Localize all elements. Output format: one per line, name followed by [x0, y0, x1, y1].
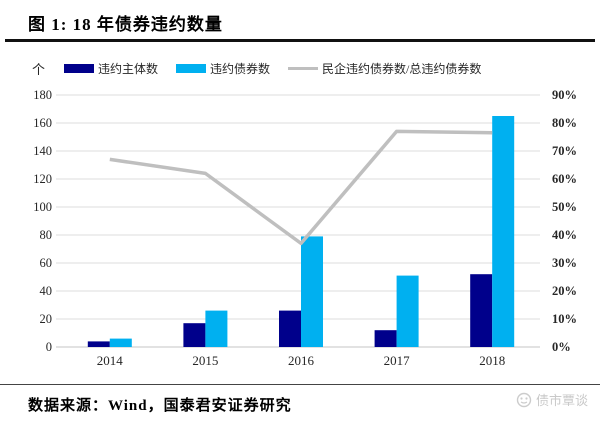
bar-entities-2017 [374, 330, 397, 347]
left-axis-tick-label: 40 [40, 284, 53, 298]
watermark: 债市覃谈 [516, 390, 588, 409]
right-axis-tick-label: 40% [552, 228, 577, 242]
x-axis-label: 2015 [192, 353, 218, 368]
legend-swatch-entities-icon [64, 64, 94, 73]
chart-canvas: 0 20 40 60 80 100 120 140 160 180 0% 10% 20% 30% 40% 50… [33, 88, 577, 368]
legend-item-entities: 违约主体数 [64, 60, 158, 77]
right-axis-tick-label: 50% [552, 200, 577, 214]
left-axis-tick-label: 60 [40, 256, 53, 270]
chart-title: 图 1: 18 年债券违约数量 [28, 15, 223, 34]
legend-swatch-bonds-icon [176, 64, 207, 73]
right-axis-tick-label: 80% [552, 116, 577, 130]
right-axis-tick-label: 0% [552, 340, 571, 354]
left-axis-tick-label: 100 [33, 200, 52, 214]
right-axis-tick-label: 90% [552, 88, 577, 102]
legend-swatch-ratio-line-icon [288, 67, 319, 70]
legend-item-ratio: 民企违约债券数/总违约债券数 [288, 60, 481, 77]
watermark-text: 债市覃谈 [535, 393, 588, 408]
legend-label-bonds: 违约债券数 [210, 62, 271, 76]
ratio-line [109, 129, 493, 246]
legend: 违约主体数 违约债券数 民企违约债券数/总违约债券数 [64, 60, 590, 77]
left-axis-tick-label: 180 [33, 88, 52, 102]
data-source: 数据来源：Wind，国泰君安证券研究 [28, 398, 292, 414]
right-axis-tick-label: 70% [552, 144, 577, 158]
bar-entities-2014 [87, 341, 110, 347]
right-axis-tick-label: 30% [552, 256, 577, 270]
bar-bonds-2018 [492, 116, 515, 347]
right-axis-tick-label: 10% [552, 312, 577, 326]
legend-label-ratio: 民企违约债券数/总违约债券数 [322, 62, 482, 76]
left-axis-tick-label: 20 [40, 312, 53, 326]
x-axis-label: 2017 [384, 353, 411, 368]
bar-bonds-2016 [301, 236, 323, 347]
bar-bonds-2017 [396, 275, 419, 347]
brand-logo-icon [516, 392, 532, 407]
x-axis-label: 2014 [97, 353, 124, 368]
bar-bonds-2015 [205, 310, 228, 347]
right-axis-tick-label: 60% [552, 172, 577, 186]
bar-entities-2016 [279, 310, 301, 347]
title-divider [5, 39, 595, 42]
legend-label-entities: 违约主体数 [98, 62, 159, 76]
left-axis-tick-label: 120 [33, 172, 52, 186]
left-axis-tick-label: 80 [40, 228, 53, 242]
left-axis-unit: 个 [32, 62, 46, 77]
legend-item-bonds: 违约债券数 [176, 60, 270, 77]
footer-divider [0, 384, 600, 385]
right-axis-tick-label: 20% [552, 284, 577, 298]
x-axis-label: 2018 [479, 353, 505, 368]
x-axis-label: 2016 [288, 353, 315, 368]
left-axis-tick-label: 0 [46, 340, 52, 354]
bar-entities-2018 [470, 274, 493, 347]
left-axis-tick-label: 160 [33, 116, 52, 130]
left-axis-tick-label: 140 [33, 144, 52, 158]
bar-bonds-2014 [109, 338, 132, 347]
bar-entities-2015 [183, 323, 206, 347]
